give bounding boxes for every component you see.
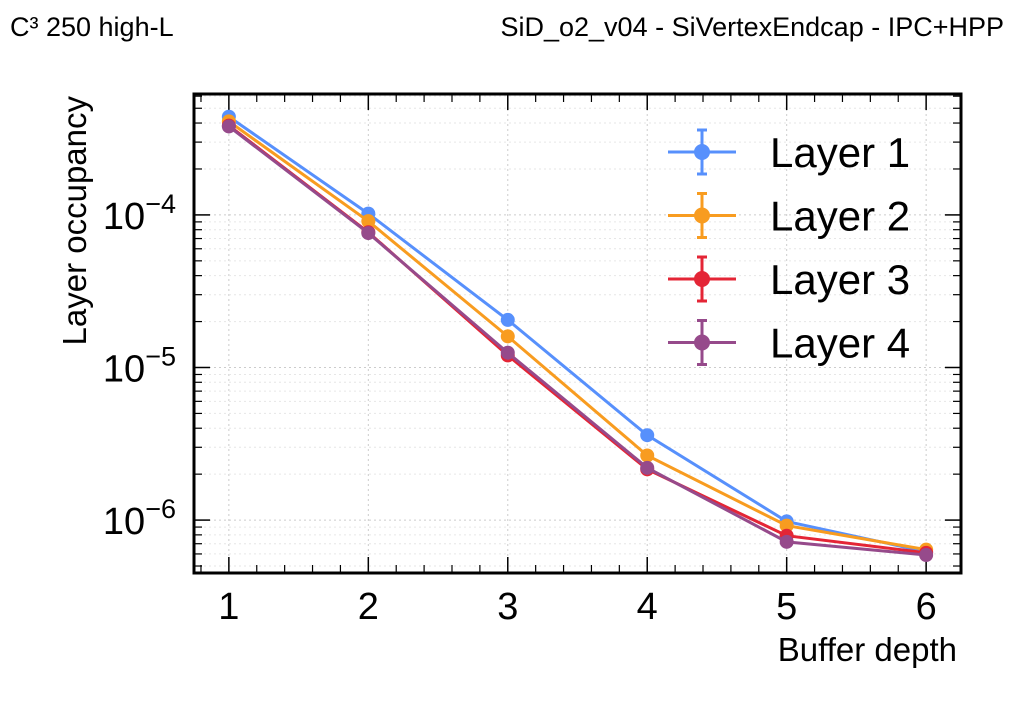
data-point bbox=[779, 534, 794, 549]
x-tick-label: 4 bbox=[637, 586, 658, 628]
data-point bbox=[640, 448, 655, 463]
detector-label: SiD_o2_v04 - SiVertexEndcap - IPC+HPP bbox=[500, 12, 1004, 42]
data-point bbox=[500, 345, 515, 360]
legend-label: Layer 2 bbox=[770, 193, 910, 240]
series-4 bbox=[221, 119, 934, 563]
data-point bbox=[500, 312, 515, 327]
legend-label: Layer 4 bbox=[770, 320, 910, 367]
y-tick-label: 10−6 bbox=[103, 494, 176, 543]
y-tick-label: 10−4 bbox=[103, 189, 176, 238]
legend-marker bbox=[694, 334, 710, 351]
data-point bbox=[221, 119, 236, 134]
x-tick-label: 2 bbox=[358, 586, 379, 628]
legend-marker bbox=[694, 271, 710, 287]
x-axis-title: Buffer depth bbox=[778, 631, 957, 668]
series-line bbox=[227, 120, 927, 552]
legend-label: Layer 1 bbox=[770, 129, 910, 176]
series-line bbox=[227, 125, 927, 557]
data-point bbox=[361, 214, 376, 229]
legend-label: Layer 3 bbox=[770, 256, 910, 303]
plot-frame bbox=[192, 92, 963, 575]
x-tick-label: 3 bbox=[497, 586, 518, 628]
data-point bbox=[361, 226, 376, 241]
y-axis-title: Layer occupancy bbox=[56, 96, 93, 346]
data-point bbox=[640, 460, 655, 475]
data-point bbox=[640, 428, 655, 443]
x-tick-label: 1 bbox=[218, 586, 239, 628]
legend: Layer 1 Layer 2 Layer 3 Layer 4 bbox=[668, 128, 910, 367]
x-tick-label: 5 bbox=[776, 586, 797, 628]
series-line bbox=[228, 115, 927, 554]
legend-marker bbox=[694, 207, 710, 224]
x-tick-label: 6 bbox=[916, 586, 937, 628]
data-point bbox=[779, 518, 794, 533]
data-point bbox=[919, 548, 934, 563]
y-tick-label: 10−5 bbox=[103, 341, 176, 390]
experiment-label: C³ 250 high-L bbox=[10, 12, 174, 42]
legend-marker bbox=[694, 144, 710, 160]
data-point bbox=[500, 329, 515, 344]
